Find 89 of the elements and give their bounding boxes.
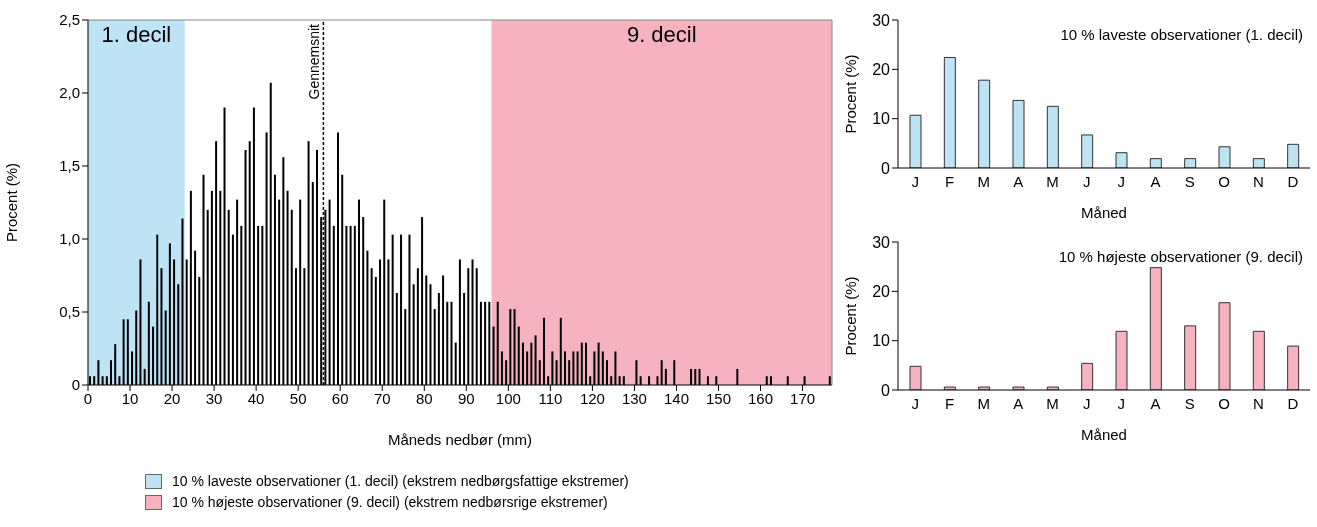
x-tick-label: A <box>1150 172 1161 190</box>
x-tick-label: 10 <box>121 389 139 407</box>
x-tick-label: M <box>977 172 991 190</box>
x-axis-title: Måneds nedbør (mm) <box>387 431 533 448</box>
y-axis-title: Procent (%) <box>842 276 860 356</box>
text: 10 % laveste observationer (1. decil) (ekstrem nedbørgsfattige ekstremer) <box>172 473 629 489</box>
x-tick-label: D <box>1287 394 1299 412</box>
x-tick-label: J <box>911 394 919 412</box>
x-tick-label: 30 <box>205 389 223 407</box>
x-tick-label: J <box>1117 394 1125 412</box>
x-tick-label: M <box>1046 172 1059 190</box>
bar <box>1081 362 1094 390</box>
bar <box>1115 152 1128 168</box>
bar <box>1218 146 1231 168</box>
bar <box>909 114 922 168</box>
x-tick-label: 110 <box>538 389 563 407</box>
band-label: 9. decil <box>626 21 697 47</box>
y-tick-label: 0,5 <box>59 303 80 321</box>
band-label: 1. decil <box>101 21 172 47</box>
bar <box>1184 158 1197 168</box>
x-tick-label: 50 <box>289 389 307 407</box>
x-tick-label: 140 <box>663 389 689 407</box>
x-tick-label: 170 <box>790 389 816 407</box>
x-tick-label: 120 <box>579 389 605 407</box>
y-tick-label: 2,0 <box>59 84 80 102</box>
bar <box>1012 99 1025 168</box>
y-axis-title: Procent (%) <box>842 54 860 134</box>
bar <box>1287 143 1300 168</box>
x-tick-label: N <box>1253 172 1264 190</box>
y-tick-label: 1,0 <box>59 230 80 248</box>
bar <box>1218 302 1231 390</box>
bar <box>1081 134 1094 168</box>
y-axis-title: Procent (%) <box>3 162 21 243</box>
y-tick-label: 20 <box>872 283 891 301</box>
x-tick-label: D <box>1287 172 1299 190</box>
y-tick-label: 0 <box>71 376 80 394</box>
x-tick-label: J <box>1083 394 1091 412</box>
x-tick-label: N <box>1253 394 1264 412</box>
x-tick-label: 60 <box>331 389 349 407</box>
bar <box>1149 158 1162 168</box>
ref-line-label: Gennemsnit <box>306 23 323 100</box>
x-tick-label: 20 <box>163 389 181 407</box>
x-tick-label: J <box>911 172 919 190</box>
bar <box>1115 330 1128 390</box>
text: 10 % højeste observationer (9. decil) (ekstrem nedbørsrige ekstremer) <box>172 494 608 510</box>
x-tick-label: 160 <box>748 389 774 407</box>
y-tick-label: 30 <box>872 233 891 251</box>
x-tick-label: S <box>1184 394 1195 412</box>
x-tick-label: A <box>1013 394 1024 412</box>
x-tick-label: F <box>944 394 955 412</box>
x-axis-title: Måned <box>1081 426 1127 443</box>
bar <box>1252 330 1265 390</box>
chart-title: 10 % laveste observationer (1. decil) <box>1060 26 1303 43</box>
bar <box>1184 325 1197 390</box>
x-tick-label: F <box>944 172 955 190</box>
x-tick-label: 130 <box>621 389 647 407</box>
bar <box>1149 267 1162 390</box>
x-tick-label: 70 <box>373 389 391 407</box>
x-tick-label: J <box>1117 172 1125 190</box>
x-tick-label: M <box>1046 394 1059 412</box>
y-tick-label: 10 <box>872 332 891 350</box>
x-axis-title: Måned <box>1081 204 1127 221</box>
y-tick-label: 20 <box>872 61 891 79</box>
x-tick-label: 40 <box>247 389 265 407</box>
x-tick-label: 100 <box>495 389 521 407</box>
x-tick-label: O <box>1218 394 1230 412</box>
bar <box>943 56 956 168</box>
x-tick-label: J <box>1083 172 1091 190</box>
x-tick-label: A <box>1013 172 1024 190</box>
x-tick-label: A <box>1150 394 1161 412</box>
bar <box>1287 345 1300 390</box>
y-tick-label: 1,5 <box>59 157 80 175</box>
x-tick-label: O <box>1218 172 1230 190</box>
y-tick-label: 30 <box>872 11 891 29</box>
bar <box>1046 105 1059 168</box>
bar <box>1012 386 1025 390</box>
bar <box>978 79 991 168</box>
y-tick-label: 0 <box>881 159 891 177</box>
x-tick-label: 90 <box>457 389 475 407</box>
x-tick-label: 0 <box>83 389 93 407</box>
x-tick-label: M <box>977 394 991 412</box>
chart-title: 10 % højeste observationer (9. decil) <box>1058 248 1303 265</box>
x-tick-label: S <box>1184 172 1195 190</box>
y-tick-label: 10 <box>872 110 891 128</box>
bar <box>909 365 922 390</box>
bar <box>1252 158 1265 168</box>
y-tick-label: 2,5 <box>59 11 80 29</box>
x-tick-label: 150 <box>705 389 732 407</box>
x-tick-label: 80 <box>415 389 433 407</box>
